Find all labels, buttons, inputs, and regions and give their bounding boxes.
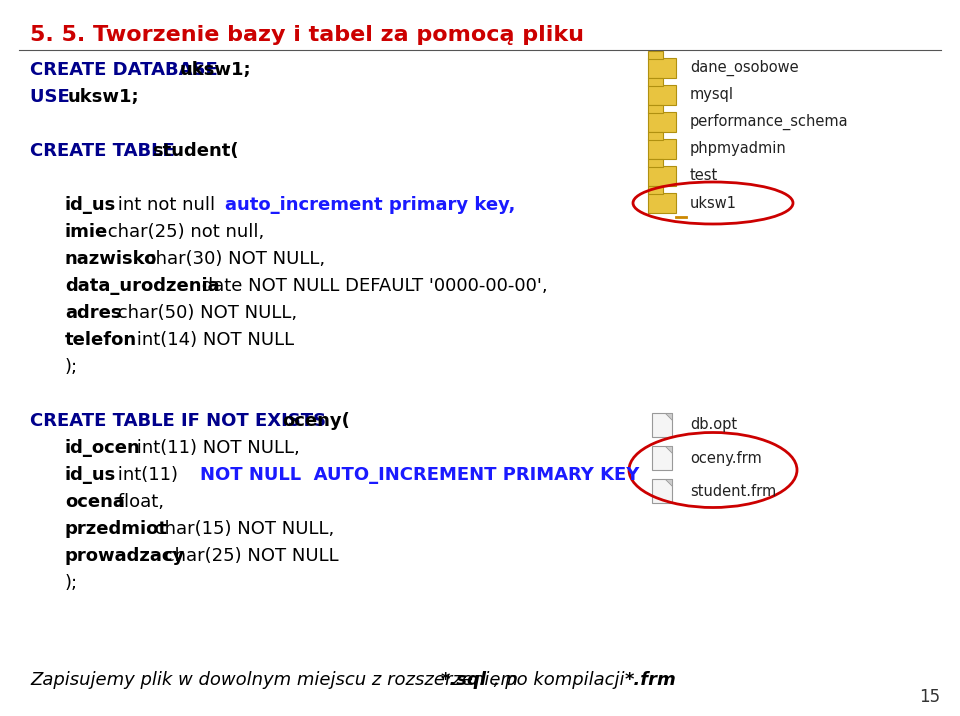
Text: id_us: id_us — [65, 196, 116, 214]
Polygon shape — [665, 446, 672, 453]
Text: dane_osobowe: dane_osobowe — [690, 60, 799, 76]
Text: char(25) NOT NULL: char(25) NOT NULL — [158, 547, 338, 565]
Text: id_us: id_us — [65, 466, 116, 484]
Text: phpmyadmin: phpmyadmin — [690, 142, 787, 157]
Text: test: test — [690, 168, 718, 183]
Text: data_urodzenia: data_urodzenia — [65, 277, 220, 295]
Text: *.sql: *.sql — [441, 671, 487, 689]
Text: przedmiot: przedmiot — [65, 520, 168, 538]
Text: );: ); — [65, 574, 78, 592]
Polygon shape — [665, 479, 672, 486]
Text: uksw1;: uksw1; — [180, 61, 252, 79]
FancyBboxPatch shape — [652, 413, 672, 437]
Text: USE: USE — [30, 88, 76, 106]
Text: oceny(: oceny( — [282, 412, 350, 430]
Text: CREATE DATABASE: CREATE DATABASE — [30, 61, 224, 79]
Text: uksw1;: uksw1; — [67, 88, 139, 106]
Polygon shape — [665, 413, 672, 420]
FancyBboxPatch shape — [648, 105, 663, 113]
FancyBboxPatch shape — [648, 58, 676, 78]
FancyBboxPatch shape — [648, 51, 663, 59]
Text: oceny.frm: oceny.frm — [690, 450, 761, 465]
Text: student.frm: student.frm — [690, 483, 777, 498]
Text: id_ocen: id_ocen — [65, 439, 141, 457]
Text: db.opt: db.opt — [690, 417, 737, 432]
FancyBboxPatch shape — [648, 159, 663, 167]
Text: telefon: telefon — [65, 331, 137, 349]
Text: mysql: mysql — [690, 87, 734, 102]
Text: char(15) NOT NULL,: char(15) NOT NULL, — [149, 520, 334, 538]
Text: int(14) NOT NULL: int(14) NOT NULL — [131, 331, 294, 349]
FancyBboxPatch shape — [648, 78, 663, 86]
Text: student(: student( — [152, 142, 238, 160]
FancyBboxPatch shape — [648, 85, 676, 105]
Text: uksw1: uksw1 — [690, 195, 737, 211]
FancyBboxPatch shape — [648, 166, 676, 186]
Text: char(30) NOT NULL,: char(30) NOT NULL, — [140, 250, 325, 268]
FancyBboxPatch shape — [648, 132, 663, 140]
Text: NOT NULL  AUTO_INCREMENT PRIMARY KEY: NOT NULL AUTO_INCREMENT PRIMARY KEY — [201, 466, 639, 484]
Text: 15: 15 — [919, 688, 940, 706]
Text: 5. 5. Tworzenie bazy i tabel za pomocą pliku: 5. 5. Tworzenie bazy i tabel za pomocą p… — [30, 25, 584, 45]
Text: nazwisko: nazwisko — [65, 250, 157, 268]
Text: float,: float, — [111, 493, 164, 511]
FancyBboxPatch shape — [652, 479, 672, 503]
Text: prowadzacy: prowadzacy — [65, 547, 185, 565]
Text: adres: adres — [65, 304, 122, 322]
FancyBboxPatch shape — [648, 186, 663, 194]
FancyBboxPatch shape — [648, 139, 676, 159]
Text: int(11) NOT NULL,: int(11) NOT NULL, — [131, 439, 300, 457]
Text: imie: imie — [65, 223, 108, 241]
Text: CREATE TABLE: CREATE TABLE — [30, 142, 181, 160]
Text: CREATE TABLE IF NOT EXISTS: CREATE TABLE IF NOT EXISTS — [30, 412, 332, 430]
Text: Zapisujemy plik w dowolnym miejscu z rozszerzeniem: Zapisujemy plik w dowolnym miejscu z roz… — [30, 671, 524, 689]
FancyBboxPatch shape — [652, 446, 672, 470]
FancyBboxPatch shape — [648, 112, 676, 132]
Text: int not null: int not null — [111, 196, 221, 214]
Text: char(50) NOT NULL,: char(50) NOT NULL, — [111, 304, 297, 322]
Text: date NOT NULL DEFAULT '0000-00-00',: date NOT NULL DEFAULT '0000-00-00', — [196, 277, 547, 295]
Text: performance_schema: performance_schema — [690, 114, 849, 130]
FancyBboxPatch shape — [648, 193, 676, 213]
Text: char(25) not null,: char(25) not null, — [103, 223, 265, 241]
Text: int(11): int(11) — [111, 466, 195, 484]
Text: auto_increment primary key,: auto_increment primary key, — [225, 196, 515, 214]
Text: , po kompilacji: , po kompilacji — [488, 671, 630, 689]
Text: );: ); — [65, 358, 78, 376]
Text: ocena: ocena — [65, 493, 125, 511]
Text: *.frm: *.frm — [625, 671, 677, 689]
